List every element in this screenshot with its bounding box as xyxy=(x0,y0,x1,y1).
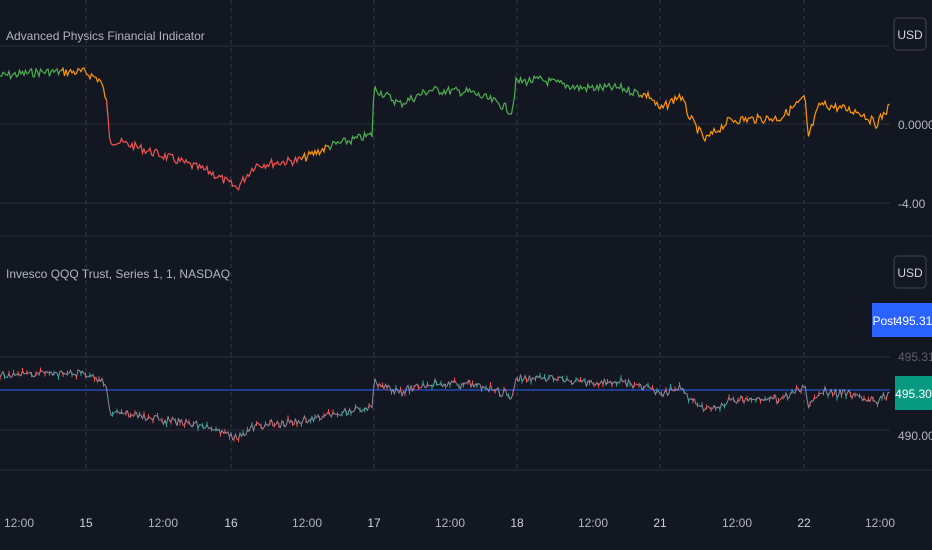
price-currency-box[interactable] xyxy=(893,255,927,289)
post-value: 495.31 xyxy=(896,314,932,328)
price-currency-label[interactable]: USD xyxy=(897,266,923,280)
time-label-4: 12:00 xyxy=(292,516,322,530)
price-pane[interactable]: Invesco QQQ Trust, Series 1, 1, NASDAQ U… xyxy=(0,255,932,443)
price-series xyxy=(0,367,890,443)
time-label-1: 15 xyxy=(79,516,93,530)
time-label-9: 21 xyxy=(653,516,667,530)
indicator-pane[interactable]: Advanced Physics Financial Indicator USD… xyxy=(0,17,932,211)
time-label-12: 12:00 xyxy=(865,516,895,530)
time-label-6: 12:00 xyxy=(435,516,465,530)
indicator-segment-5 xyxy=(640,90,890,143)
post-market-badge: Post 495.31 xyxy=(872,303,932,337)
price-axis-label-0: 490.00 xyxy=(898,429,932,443)
indicator-currency-button[interactable]: USD xyxy=(893,17,927,51)
post-label: Post xyxy=(872,314,897,328)
indicator-title[interactable]: Advanced Physics Financial Indicator xyxy=(6,29,205,43)
indicator-currency-box[interactable] xyxy=(893,17,927,51)
time-label-0: 12:00 xyxy=(4,516,34,530)
time-label-11: 22 xyxy=(797,516,811,530)
time-axis[interactable]: 12:00 15 12:00 16 12:00 17 12:00 18 12:0… xyxy=(4,516,895,530)
indicator-axis-label-1: -4.00 xyxy=(898,197,926,211)
time-label-3: 16 xyxy=(224,516,238,530)
ghost-price-value: 495.31 xyxy=(898,350,932,364)
post-label-box xyxy=(872,303,897,337)
time-label-5: 17 xyxy=(367,516,381,530)
indicator-segment-1 xyxy=(60,66,109,117)
price-title[interactable]: Invesco QQQ Trust, Series 1, 1, NASDAQ xyxy=(6,267,230,281)
indicator-currency-label[interactable]: USD xyxy=(897,28,923,42)
time-label-7: 18 xyxy=(510,516,524,530)
time-label-2: 12:00 xyxy=(148,516,178,530)
price-currency-button[interactable]: USD xyxy=(893,255,927,289)
indicator-axis-label-0: 0.0000 xyxy=(898,118,932,132)
indicator-segment-0 xyxy=(0,67,64,81)
indicator-segment-4 xyxy=(327,74,643,152)
last-price-box xyxy=(895,376,932,410)
time-label-10: 12:00 xyxy=(722,516,752,530)
post-value-box xyxy=(897,303,932,337)
indicator-segment-2 xyxy=(105,99,304,191)
chart-grid xyxy=(0,0,890,470)
indicator-segment-3 xyxy=(300,144,331,162)
indicator-line xyxy=(0,66,890,191)
last-price-badge: 495.30 xyxy=(895,376,932,410)
time-label-8: 12:00 xyxy=(578,516,608,530)
last-price-value: 495.30 xyxy=(895,387,932,401)
